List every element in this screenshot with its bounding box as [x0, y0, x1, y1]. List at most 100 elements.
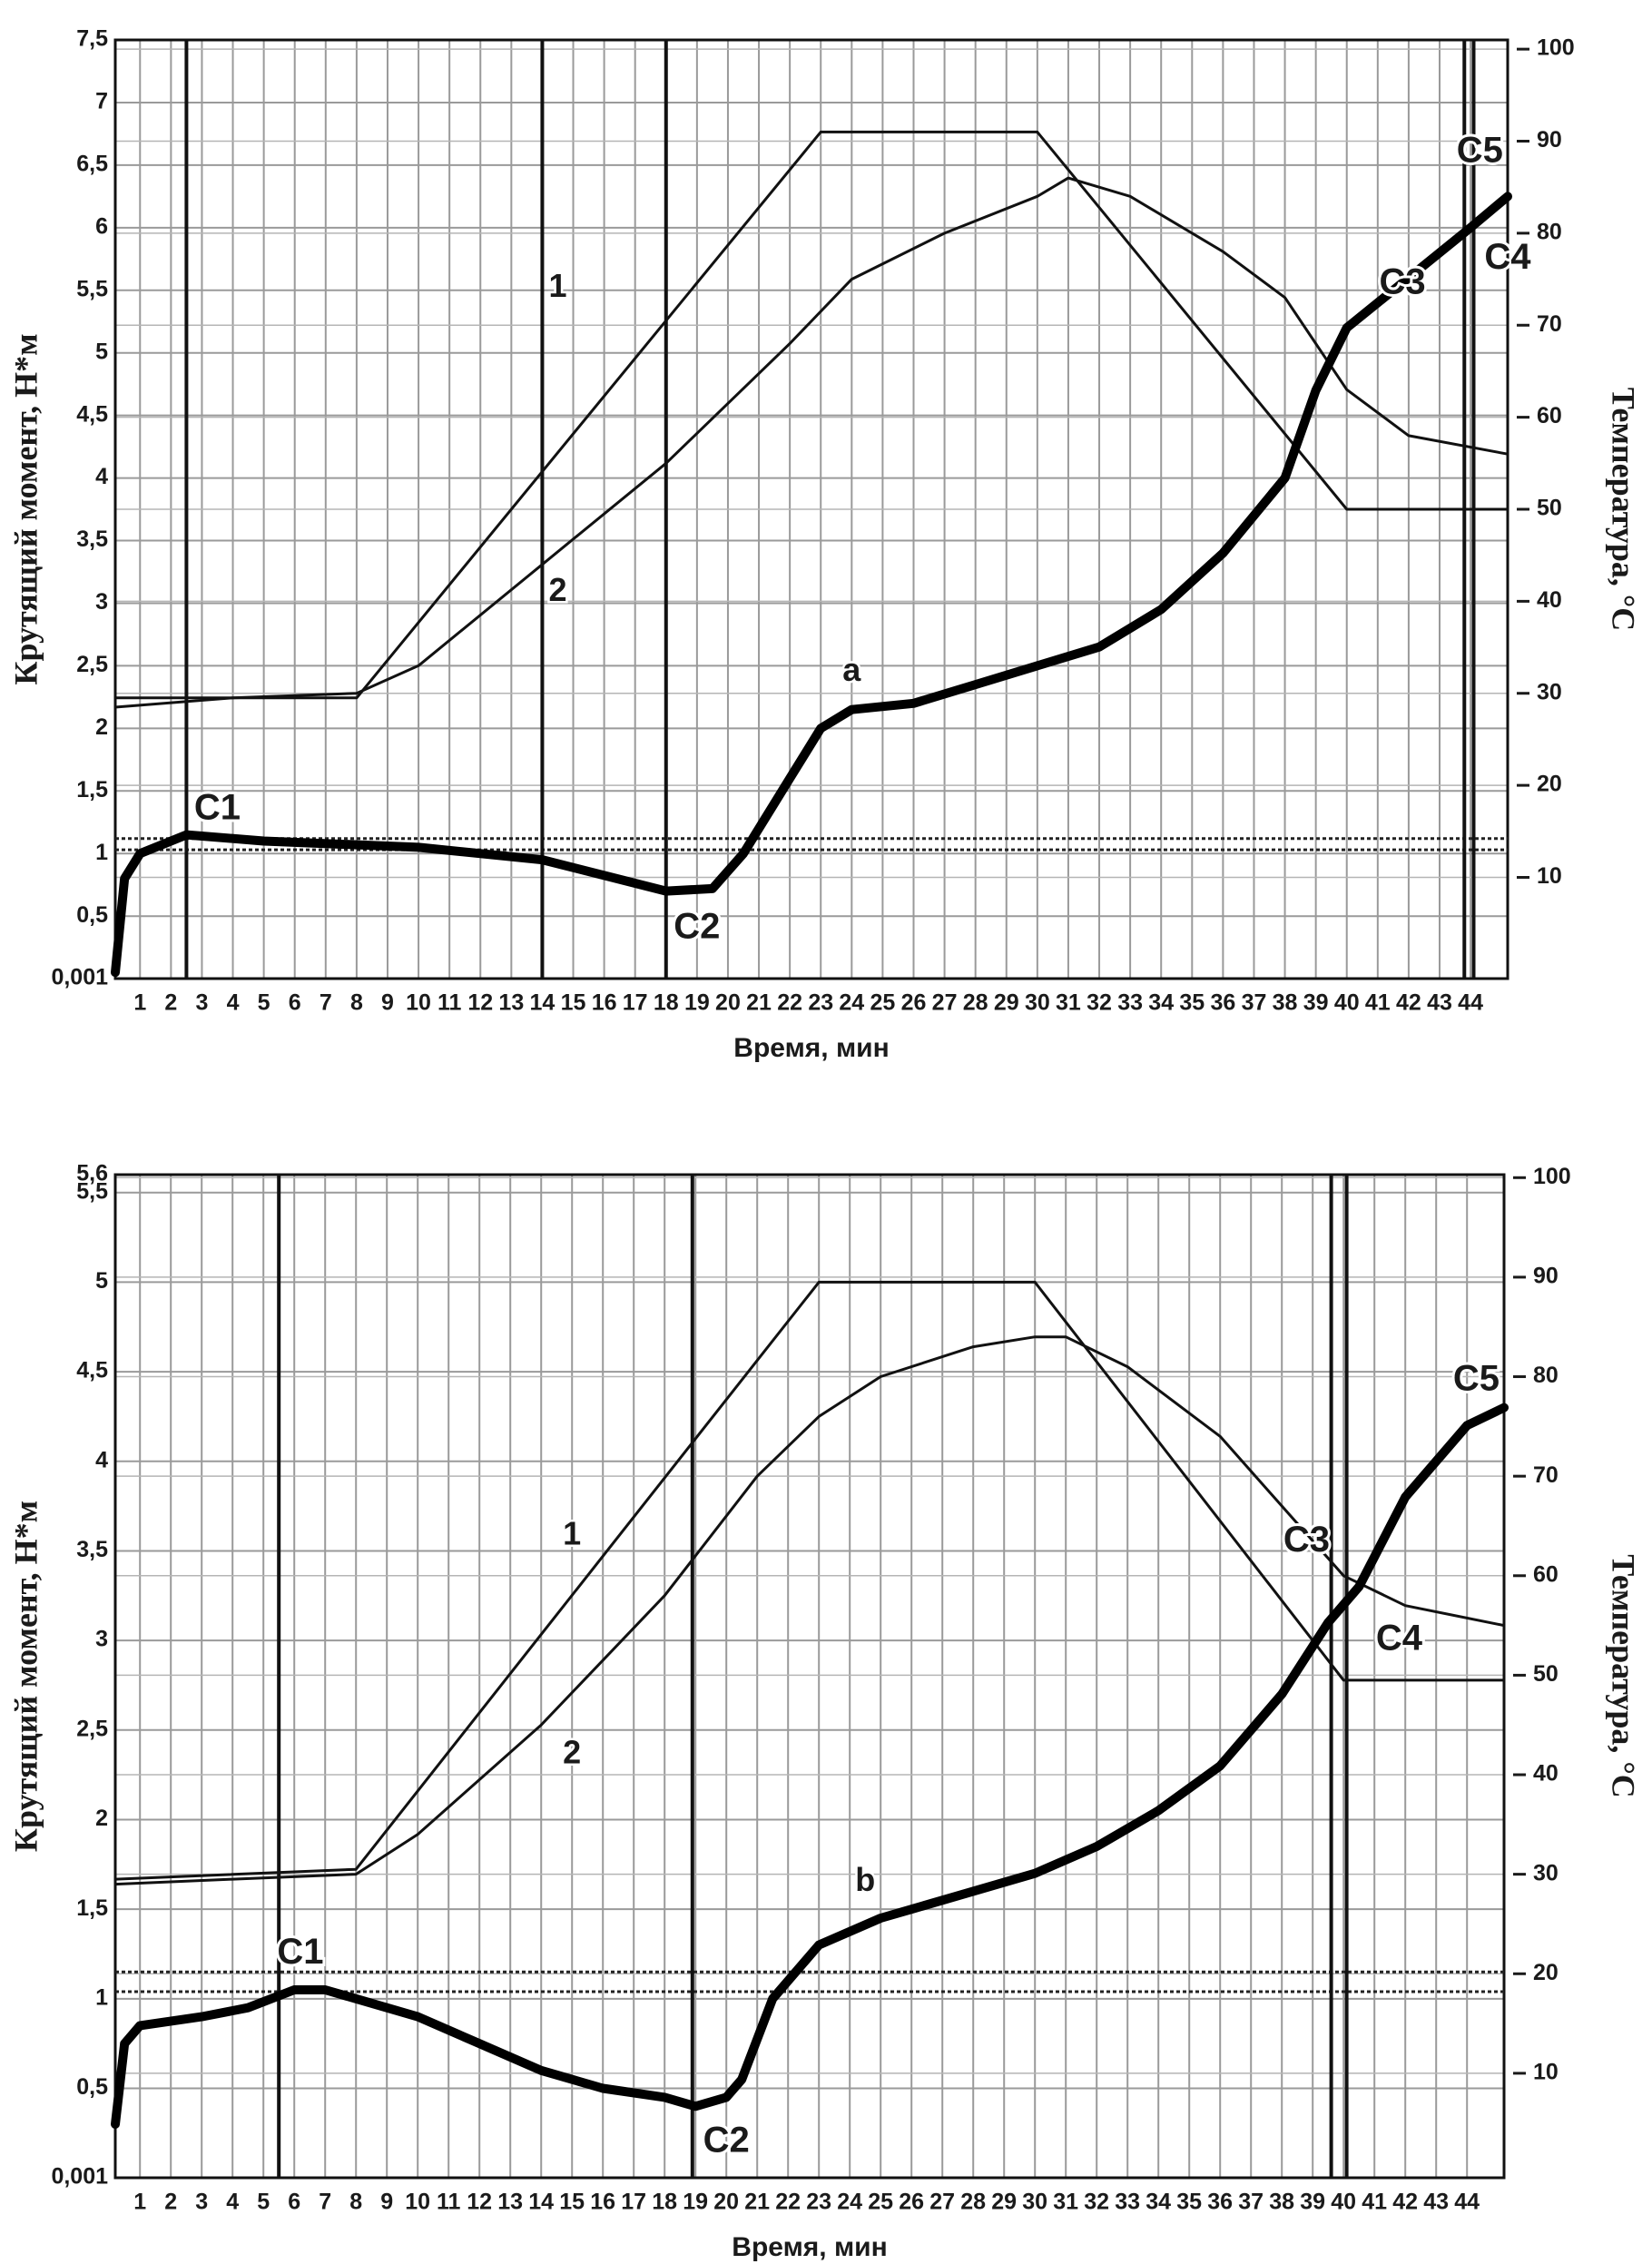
- x-tick-label: 2: [164, 2190, 177, 2215]
- x-tick-label: 8: [350, 990, 363, 1016]
- y-tick-label: 7,5: [76, 26, 108, 52]
- y2-tick-label: 40: [1537, 587, 1562, 613]
- y2-tick-label: 40: [1533, 1761, 1559, 1787]
- x-tick-label: 3: [195, 2190, 208, 2215]
- series-label: 1: [548, 267, 566, 304]
- x-tick-label: 40: [1334, 990, 1360, 1016]
- x-tick-label: 26: [899, 2190, 924, 2215]
- x-axis-title: Время, мин: [733, 1033, 889, 1063]
- x-tick-label: 6: [289, 990, 301, 1016]
- x-tick-label: 29: [991, 2190, 1017, 2215]
- x-tick-label: 5: [257, 2190, 270, 2215]
- x-tick-label: 25: [870, 990, 895, 1016]
- x-tick-label: 26: [901, 990, 927, 1016]
- y-tick-label: 5: [95, 1268, 108, 1294]
- x-tick-label: 41: [1362, 2190, 1387, 2215]
- x-tick-label: 20: [715, 990, 741, 1016]
- x-tick-label: 34: [1146, 2190, 1171, 2215]
- annotation: C2: [674, 907, 720, 947]
- x-tick-label: 1: [133, 2190, 146, 2215]
- y-axis-title: Крутящий момент, Н*м: [7, 1501, 44, 1852]
- x-tick-label: 17: [623, 990, 648, 1016]
- series-label: b: [855, 1861, 875, 1898]
- y2-tick-label: 100: [1537, 35, 1575, 61]
- x-tick-label: 16: [592, 990, 617, 1016]
- y-tick-label: 5: [95, 339, 108, 364]
- x-tick-label: 22: [777, 990, 802, 1016]
- y-tick-label: 4: [95, 464, 108, 489]
- series-label: a: [842, 651, 861, 688]
- x-tick-label: 19: [684, 990, 710, 1016]
- series-label: 2: [563, 1734, 581, 1771]
- y-tick-label: 3: [95, 1627, 108, 1652]
- x-tick-label: 15: [559, 2190, 585, 2215]
- series-line: [113, 1335, 1506, 1886]
- x-tick-label: 38: [1269, 2190, 1294, 2215]
- y2-tick-label: 60: [1533, 1561, 1559, 1587]
- y2-tick-label: 30: [1533, 1860, 1559, 1885]
- y-tick-label: 6: [95, 213, 108, 239]
- x-tick-label: 17: [621, 2190, 646, 2215]
- y-tick-label: 1,5: [76, 1895, 108, 1921]
- x-tick-label: 37: [1238, 2190, 1264, 2215]
- x-tick-label: 20: [713, 2190, 739, 2215]
- x-tick-label: 19: [683, 2190, 708, 2215]
- x-tick-label: 32: [1087, 990, 1112, 1016]
- annotation: C2: [703, 2120, 750, 2160]
- y-tick-label: 2,5: [76, 652, 108, 677]
- x-tick-label: 33: [1117, 990, 1143, 1016]
- x-tick-label: 31: [1053, 2190, 1078, 2215]
- x-tick-label: 7: [320, 990, 332, 1016]
- x-tick-label: 39: [1300, 2190, 1325, 2215]
- y-tick-label: 3: [95, 589, 108, 615]
- x-tick-label: 31: [1056, 990, 1081, 1016]
- x-tick-label: 23: [806, 2190, 831, 2215]
- x-tick-label: 15: [561, 990, 586, 1016]
- x-tick-label: 40: [1331, 2190, 1356, 2215]
- x-tick-label: 12: [467, 990, 493, 1016]
- x-tick-label: 24: [839, 990, 864, 1016]
- x-tick-label: 34: [1148, 990, 1174, 1016]
- x-tick-label: 44: [1458, 990, 1483, 1016]
- x-tick-label: 32: [1084, 2190, 1109, 2215]
- x-tick-label: 36: [1210, 990, 1235, 1016]
- x-tick-label: 29: [994, 990, 1019, 1016]
- x-tick-label: 12: [467, 2190, 492, 2215]
- annotation: C1: [277, 1932, 323, 1972]
- x-tick-label: 10: [406, 990, 431, 1016]
- y2-tick-label: 70: [1537, 311, 1562, 337]
- x-tick-label: 13: [497, 2190, 523, 2215]
- x-tick-label: 6: [288, 2190, 300, 2215]
- annotation: C1: [194, 788, 241, 828]
- series-label: 1: [563, 1514, 581, 1551]
- x-tick-label: 11: [438, 990, 462, 1016]
- y-tick-label: 4,5: [76, 1358, 108, 1383]
- x-tick-label: 21: [744, 2190, 770, 2215]
- x-tick-label: 5: [258, 990, 270, 1016]
- x-tick-label: 4: [227, 990, 240, 1016]
- x-tick-label: 1: [133, 990, 146, 1016]
- x-tick-label: 13: [498, 990, 524, 1016]
- annotation: C5: [1457, 131, 1503, 171]
- x-tick-label: 14: [530, 990, 556, 1016]
- y-tick-label: 1: [95, 840, 108, 865]
- x-tick-label: 43: [1427, 990, 1452, 1016]
- series-line: [111, 192, 1512, 978]
- annotation: C3: [1283, 1520, 1330, 1560]
- y-tick-label: 3,5: [76, 1537, 108, 1562]
- series-label: 2: [548, 571, 566, 608]
- x-tick-label: 14: [528, 2190, 554, 2215]
- x-tick-label: 2: [164, 990, 177, 1016]
- x-tick-label: 42: [1392, 2190, 1418, 2215]
- x-tick-label: 9: [381, 990, 394, 1016]
- y2-tick-label: 90: [1537, 127, 1562, 153]
- x-tick-label: 43: [1423, 2190, 1449, 2215]
- x-tick-label: 39: [1303, 990, 1329, 1016]
- x-tick-label: 10: [405, 2190, 430, 2215]
- y-tick-label: 5,5: [76, 1178, 108, 1204]
- x-tick-label: 35: [1176, 2190, 1202, 2215]
- y-tick-label: 0,001: [51, 965, 108, 990]
- annotation: C5: [1453, 1359, 1500, 1399]
- y-tick-label: 0,001: [51, 2164, 108, 2190]
- x-tick-label: 3: [195, 990, 208, 1016]
